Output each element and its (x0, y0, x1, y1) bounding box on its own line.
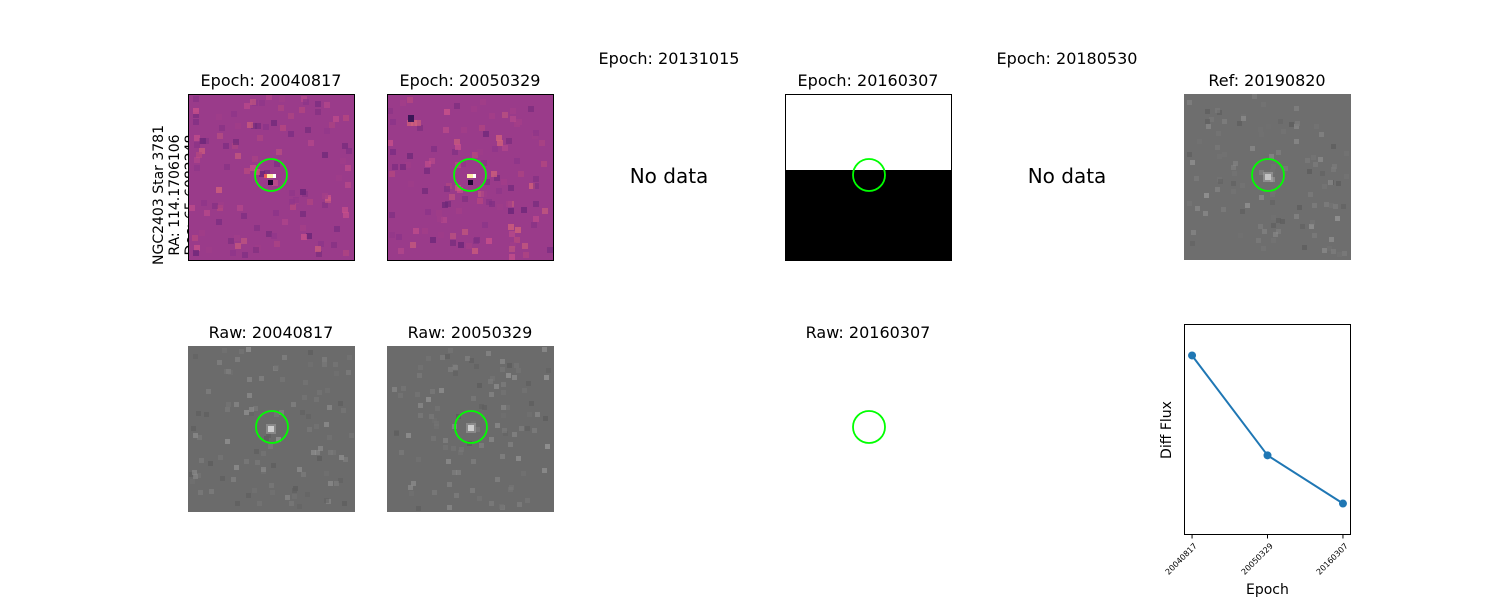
missing2-title: Epoch: 20180530 (996, 49, 1138, 68)
diff-image-20160307 (785, 94, 952, 261)
magma-noise (189, 94, 352, 258)
missing2-no-data: No data (1027, 164, 1107, 188)
diff-flux-plot (1184, 324, 1351, 539)
missing1-title: Epoch: 20131015 (598, 49, 740, 68)
raw-image-20050329 (387, 346, 554, 512)
missing1-no-data: No data (629, 164, 709, 188)
star-ra: RA: 114.1706106 (167, 134, 183, 256)
diff3-title: Epoch: 20160307 (797, 71, 939, 90)
data-point (1338, 499, 1347, 508)
raw2-title: Raw: 20050329 (407, 323, 533, 342)
diff-image-20040817 (188, 94, 355, 261)
diff-flux-chart: Diff Flux Epoch 20040817 20050329 20160307 (1140, 318, 1400, 600)
diff1-title: Epoch: 20040817 (200, 71, 342, 90)
target-circle (254, 158, 288, 192)
diff-image-20050329 (387, 94, 554, 261)
y-axis-label: Diff Flux (1159, 401, 1175, 459)
raw-image-20160307 (785, 346, 952, 512)
target-circle (852, 158, 886, 192)
target-circle (1251, 158, 1285, 192)
ref-image-20190820 (1184, 94, 1351, 260)
diff2-title: Epoch: 20050329 (399, 71, 541, 90)
ref-title: Ref: 20190820 (1208, 71, 1326, 90)
raw3-title: Raw: 20160307 (805, 323, 931, 342)
data-point (1263, 451, 1272, 460)
raw1-title: Raw: 20040817 (208, 323, 334, 342)
x-axis-label: Epoch (1246, 582, 1289, 598)
target-circle (255, 410, 289, 444)
target-circle (453, 158, 487, 192)
data-point (1188, 351, 1197, 360)
target-circle (852, 410, 886, 444)
plot-frame (1184, 324, 1351, 535)
raw-image-20040817 (188, 346, 355, 512)
star-name: NGC2403 Star 3781 (151, 125, 167, 265)
target-circle (454, 410, 488, 444)
